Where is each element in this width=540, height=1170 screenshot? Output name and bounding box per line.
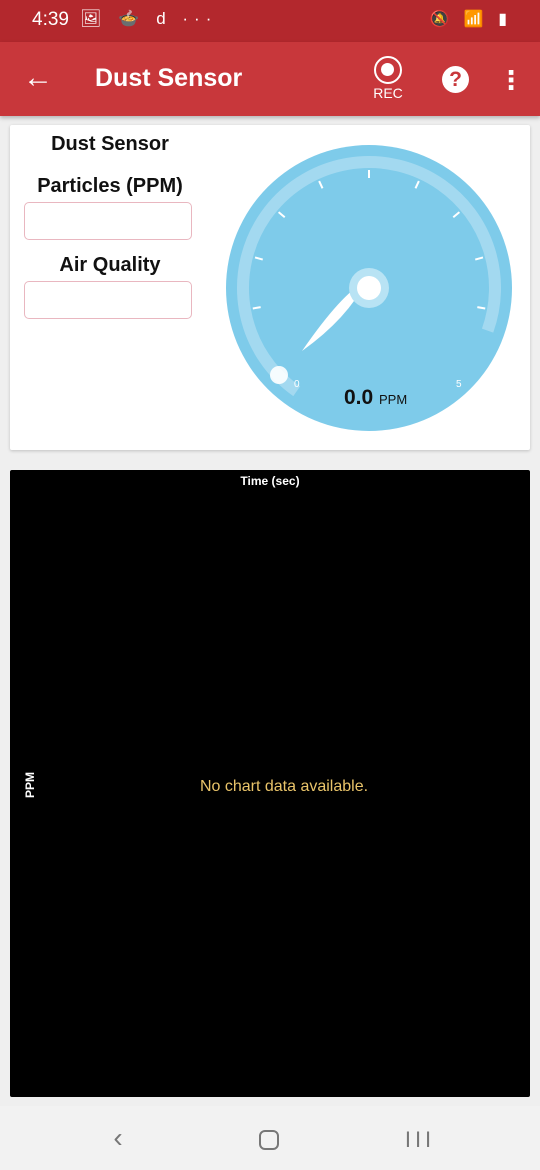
app-bar: ← Dust Sensor REC ? ⋮ [0,42,540,116]
gauge-tick [452,211,461,219]
gauge-tick [477,306,486,310]
nav-home-icon[interactable] [239,1118,299,1158]
status-bar: 4:39 🖼 🍲 d ··· 🔕 📶 ▮ [0,0,540,42]
record-icon [374,56,402,84]
system-icons: 🔕 📶 ▮ [429,11,512,28]
gauge-unit: PPM [379,392,407,407]
gauge-tick [318,180,324,189]
air-quality-label: Air Quality [59,254,161,276]
ppm-gauge: 0 5 0.0 PPM [226,145,512,431]
ppm-chart: Time (sec) PPM No chart data available. [10,470,530,1097]
panel-heading: Dust Sensor [51,133,169,155]
nav-back-icon[interactable]: ‹ [113,1122,123,1153]
gauge-tick [254,256,264,261]
gauge-tick [277,211,286,219]
gauge-ring [237,156,501,420]
gauge-tick [414,180,420,189]
help-icon[interactable]: ? [442,66,469,93]
particles-label: Particles (PPM) [37,175,183,197]
status-time: 4:39 [32,9,69,30]
record-label: REC [373,85,403,101]
page-title: Dust Sensor [95,64,243,92]
more-options-icon[interactable]: ⋮ [498,65,524,95]
gauge-ticks [252,170,486,310]
back-arrow-icon[interactable]: ← [23,61,53,94]
gauge-hub [357,276,381,300]
gauge-value: 0.0 [344,386,373,409]
nav-recents-icon[interactable]: III [404,1126,436,1152]
gauge-min-label: 0 [294,379,300,390]
system-nav-bar: ‹ III [0,1106,540,1170]
particles-field[interactable] [24,202,192,240]
sensor-panel: Dust Sensor Particles (PPM) Air Quality … [10,125,530,450]
gauge-max-label: 5 [456,379,462,390]
notification-icons: 🖼 🍲 d ··· [80,9,218,28]
gauge-tick [252,306,261,310]
gauge-tick [474,256,484,261]
record-button[interactable]: REC [368,56,408,104]
chart-empty-message: No chart data available. [199,778,369,795]
air-quality-field[interactable] [24,281,192,319]
chart-x-title: Time (sec) [240,474,300,488]
gauge-value-dot [270,366,288,384]
gauge-needle [302,281,366,351]
